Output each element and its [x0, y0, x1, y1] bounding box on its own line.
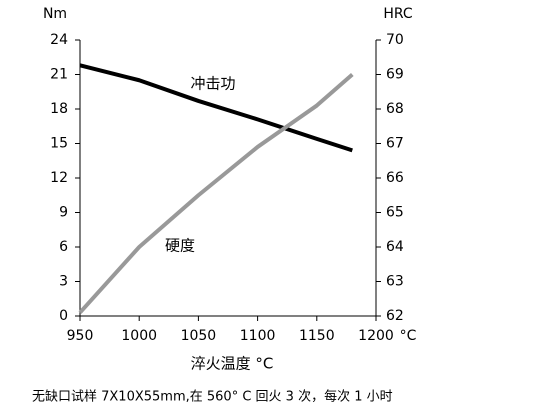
x-tick-label: 1100: [240, 328, 276, 344]
x-tick-label: 1200: [358, 328, 394, 344]
y2-tick-label: 70: [386, 32, 404, 48]
y-tick-label: 3: [59, 274, 68, 290]
x-tick-label: 1000: [121, 328, 157, 344]
y-tick-label: 9: [59, 205, 68, 221]
x-axis-label: 淬火温度 °C: [191, 355, 274, 373]
footnote: 无缺口试样 7X10X55mm,在 560° C 回火 3 次，每次 1 小时: [32, 389, 393, 405]
y2-tick-label: 68: [386, 101, 404, 117]
y-tick-label: 18: [50, 101, 68, 117]
series-label: 冲击功: [190, 75, 235, 93]
x-tick-label: 950: [67, 328, 94, 344]
y-tick-label: 12: [50, 170, 68, 186]
y2-tick-label: 65: [386, 205, 404, 221]
series-line: [79, 63, 353, 153]
x-tick-label: 1150: [299, 328, 335, 344]
y-tick-label: 0: [59, 308, 68, 324]
series-line: [78, 72, 354, 314]
y2-tick-label: 64: [386, 239, 404, 255]
x-tick-label: 1050: [181, 328, 217, 344]
y-tick-label: 6: [59, 239, 68, 255]
y2-tick-label: 63: [386, 274, 404, 290]
y2-tick-label: 67: [386, 136, 404, 152]
y2-unit: HRC: [383, 6, 413, 22]
y2-tick-label: 62: [386, 308, 404, 324]
y-unit: Nm: [43, 6, 67, 22]
y-tick-label: 15: [50, 136, 68, 152]
y2-tick-label: 69: [386, 67, 404, 83]
x-unit: °C: [400, 328, 417, 344]
y2-tick-label: 66: [386, 170, 404, 186]
series-label: 硬度: [165, 237, 195, 255]
y-tick-label: 21: [50, 67, 68, 83]
y-tick-label: 24: [50, 32, 68, 48]
